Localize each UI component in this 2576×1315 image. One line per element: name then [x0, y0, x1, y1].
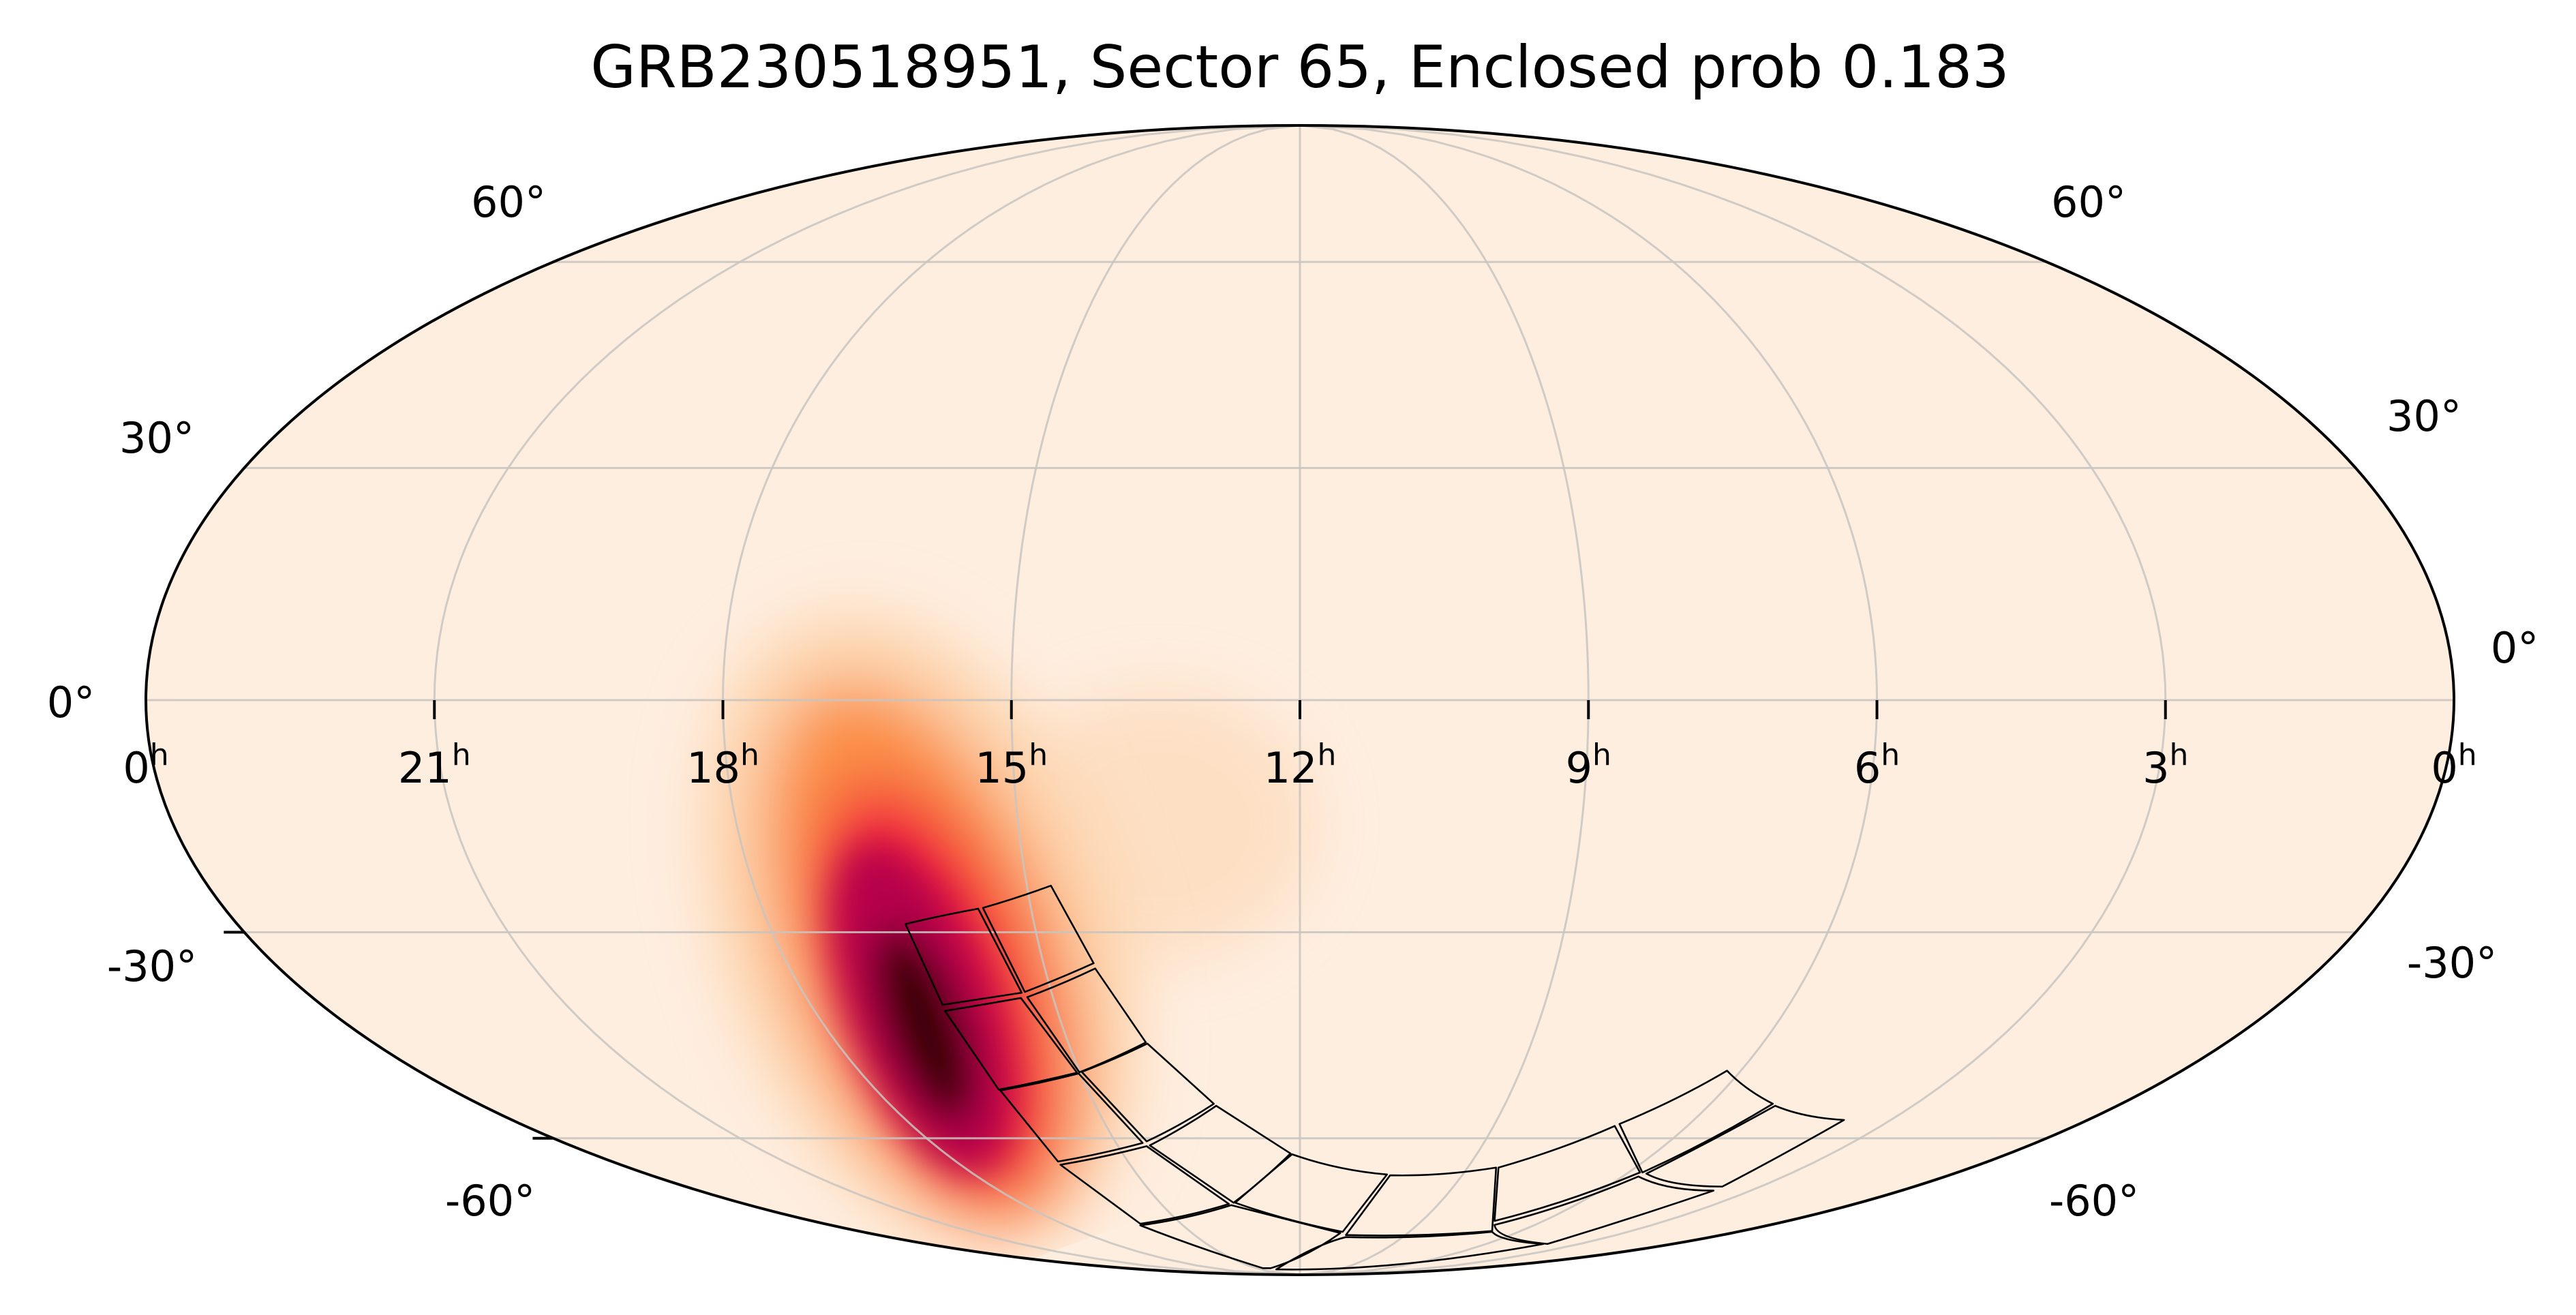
ccd-tile [983, 886, 1093, 992]
dec-label-left-30: 30° [119, 413, 194, 463]
probability-map [703, 614, 1316, 1245]
ra-label-12h: 12h [1264, 738, 1337, 793]
ra-label-21h: 21h [398, 738, 471, 793]
ccd-tile [905, 909, 1022, 1005]
dec-label-right-minus60: -60° [2049, 1176, 2139, 1226]
ra-label-6h: 6h [1854, 738, 1900, 793]
ccd-tile [1000, 1074, 1142, 1162]
dec-label-right-0: 0° [2491, 623, 2539, 673]
dec-label-left-60: 60° [471, 177, 546, 227]
ra-labels: 0h 21h 18h 15h 12h 9h 6h 3h 0h [123, 738, 2476, 793]
ra-label-15h: 15h [975, 738, 1048, 793]
dec-label-left-0: 0° [47, 678, 95, 727]
map-outline [145, 124, 2455, 1276]
dec-label-left-minus60: -60° [445, 1176, 535, 1226]
ccd-tile [1061, 1146, 1229, 1224]
ccd-tile [1494, 1177, 1713, 1244]
ra-label-3h: 3h [2142, 738, 2188, 793]
ccd-tile [1276, 1232, 1543, 1269]
ccd-tile [1235, 1154, 1387, 1232]
ccd-tile [1620, 1071, 1773, 1173]
ccd-tile [1646, 1106, 1844, 1187]
tess-footprint [905, 886, 1844, 1269]
ra-label-0h: 0h [123, 738, 168, 793]
ccd-tile [1082, 1044, 1214, 1141]
dec-label-right-60: 60° [2051, 177, 2126, 227]
chart-title: GRB230518951, Sector 65, Enclosed prob 0… [590, 33, 2010, 102]
dec-label-left-minus30: -30° [107, 941, 197, 991]
ra-label-0h: 0h [2431, 738, 2476, 793]
ccd-tile [945, 998, 1077, 1089]
ccd-tile [1140, 1205, 1340, 1268]
dec-label-right-minus30: -30° [2407, 938, 2497, 988]
axis-ticks [224, 700, 2167, 1140]
ccd-tile [1494, 1126, 1639, 1221]
prob-peak [875, 928, 975, 1123]
ra-label-9h: 9h [1566, 738, 1611, 793]
ra-label-18h: 18h [686, 738, 759, 793]
dec-labels: 60° 60° 30° 30° 0° 0° -30° -30° -60° -60… [47, 177, 2539, 1226]
dec-label-right-30: 30° [2386, 391, 2461, 441]
